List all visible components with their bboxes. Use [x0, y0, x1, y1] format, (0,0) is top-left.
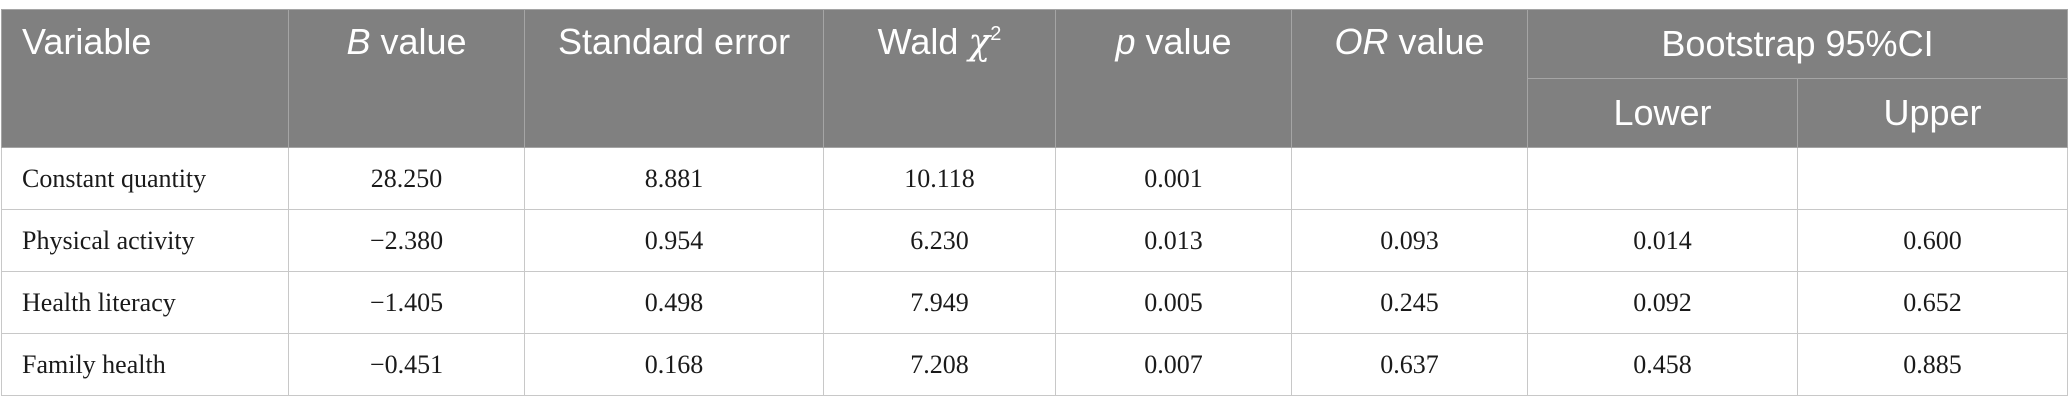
cell-p-value: 0.005	[1055, 271, 1292, 334]
header-chi-superscript: 2	[990, 23, 1002, 45]
cell-b-value: −2.380	[288, 209, 525, 272]
header-chi-symbol: χ	[968, 22, 991, 63]
cell-standard-error: 8.881	[524, 147, 824, 210]
cell-ci-lower: 0.458	[1527, 333, 1798, 396]
cell-ci-upper	[1797, 147, 2068, 210]
header-p-label: value	[1135, 21, 1232, 62]
header-upper: Upper	[1797, 78, 2068, 148]
header-p-symbol: p	[1115, 21, 1136, 62]
header-or-symbol: OR	[1334, 21, 1389, 62]
cell-ci-upper: 0.885	[1797, 333, 2068, 396]
cell-p-value: 0.001	[1055, 147, 1292, 210]
header-bootstrap-ci: Bootstrap 95%CI	[1527, 9, 2068, 79]
header-wald-label: Wald	[877, 21, 969, 62]
header-wald-chi2: Wald χ2	[823, 9, 1056, 148]
header-p-value: p value	[1055, 9, 1292, 148]
cell-wald: 7.208	[823, 333, 1056, 396]
regression-table: Variable B value Standard error Wald χ2 …	[1, 9, 2068, 396]
cell-standard-error: 0.954	[524, 209, 824, 272]
header-subrow: Lower Upper	[2, 78, 2068, 148]
header-variable: Variable	[1, 9, 289, 148]
table-row: Physical activity −2.380 0.954 6.230 0.0…	[1, 209, 2068, 272]
cell-wald: 10.118	[823, 147, 1056, 210]
cell-or-value: 0.093	[1291, 209, 1528, 272]
cell-ci-lower: 0.092	[1527, 271, 1798, 334]
cell-b-value: −1.405	[288, 271, 525, 334]
table-row: Health literacy −1.405 0.498 7.949 0.005…	[1, 271, 2068, 334]
table-header: Variable B value Standard error Wald χ2 …	[1, 9, 2068, 148]
cell-b-value: 28.250	[288, 147, 525, 210]
header-standard-error: Standard error	[524, 9, 824, 148]
cell-or-value	[1291, 147, 1528, 210]
cell-variable: Constant quantity	[1, 147, 289, 210]
cell-or-value: 0.637	[1291, 333, 1528, 396]
header-b-symbol: B	[346, 21, 371, 62]
cell-p-value: 0.007	[1055, 333, 1292, 396]
header-or-label: value	[1388, 21, 1485, 62]
table-row: Family health −0.451 0.168 7.208 0.007 0…	[1, 333, 2068, 396]
cell-ci-lower	[1527, 147, 1798, 210]
cell-wald: 7.949	[823, 271, 1056, 334]
cell-ci-lower: 0.014	[1527, 209, 1798, 272]
cell-b-value: −0.451	[288, 333, 525, 396]
cell-wald: 6.230	[823, 209, 1056, 272]
cell-p-value: 0.013	[1055, 209, 1292, 272]
cell-or-value: 0.245	[1291, 271, 1528, 334]
header-b-value: B value	[288, 9, 525, 148]
cell-variable: Health literacy	[1, 271, 289, 334]
cell-ci-upper: 0.600	[1797, 209, 2068, 272]
cell-ci-upper: 0.652	[1797, 271, 2068, 334]
header-row: Variable B value Standard error Wald χ2 …	[1, 9, 2068, 148]
cell-variable: Family health	[1, 333, 289, 396]
header-b-label: value	[370, 21, 467, 62]
cell-variable: Physical activity	[1, 209, 289, 272]
cell-standard-error: 0.498	[524, 271, 824, 334]
table-row: Constant quantity 28.250 8.881 10.118 0.…	[1, 147, 2068, 210]
cell-standard-error: 0.168	[524, 333, 824, 396]
header-lower: Lower	[1527, 78, 1798, 148]
table-body: Constant quantity 28.250 8.881 10.118 0.…	[1, 147, 2068, 396]
header-or-value: OR value	[1291, 9, 1528, 148]
